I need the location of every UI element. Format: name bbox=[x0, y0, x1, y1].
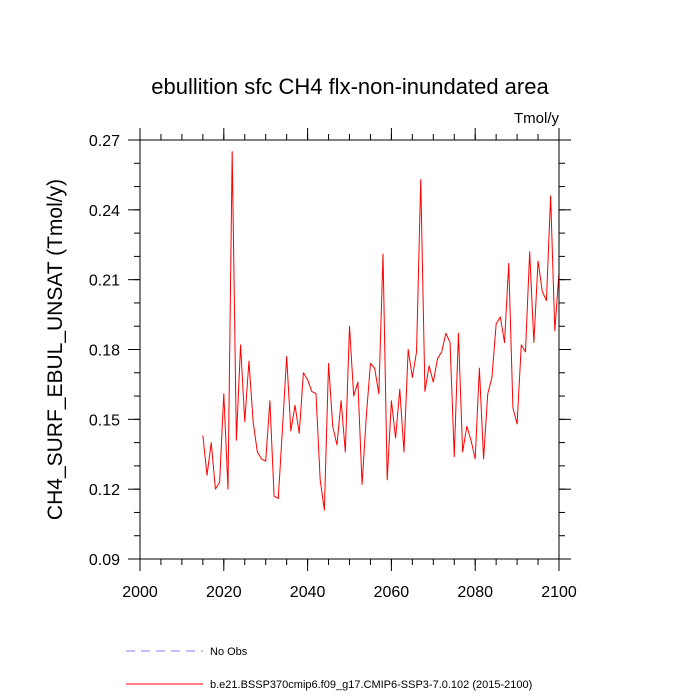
plot-frame bbox=[139, 139, 560, 560]
x-tick-labels: 2000 2020 2040 2060 2080 2100 bbox=[122, 584, 577, 601]
x-tick-label: 2060 bbox=[374, 584, 410, 601]
legend: No Obs b.e21.BSSP370cmip6.f09_g17.CMIP6-… bbox=[126, 646, 532, 691]
series-line-1 bbox=[202, 151, 560, 511]
y-tick-labels: 0.09 0.12 0.15 0.18 0.21 0.24 0.27 bbox=[89, 133, 120, 569]
y-tick-label: 0.12 bbox=[89, 482, 120, 499]
series-layer bbox=[202, 151, 560, 511]
y-tick-label: 0.21 bbox=[89, 273, 120, 290]
axis-ticks bbox=[128, 128, 571, 571]
y-axis-label: CH4_SURF_EBUL_UNSAT (Tmol/y) bbox=[44, 179, 67, 520]
y-tick-label: 0.18 bbox=[89, 343, 120, 360]
x-tick-label: 2000 bbox=[122, 584, 158, 601]
units-label: Tmol/y bbox=[514, 110, 560, 127]
x-tick-label: 2080 bbox=[457, 584, 493, 601]
legend-label-model: b.e21.BSSP370cmip6.f09_g17.CMIP6-SSP3-7.… bbox=[210, 679, 532, 691]
chart-title: ebullition sfc CH4 flx-non-inundated are… bbox=[151, 74, 549, 99]
x-tick-label: 2020 bbox=[206, 584, 242, 601]
y-tick-label: 0.27 bbox=[89, 133, 120, 150]
y-tick-label: 0.09 bbox=[89, 552, 120, 569]
y-tick-label: 0.24 bbox=[89, 203, 120, 220]
y-tick-label: 0.15 bbox=[89, 412, 120, 429]
x-tick-label: 2040 bbox=[290, 584, 326, 601]
x-tick-label: 2100 bbox=[541, 584, 577, 601]
legend-label-no-obs: No Obs bbox=[210, 646, 248, 658]
